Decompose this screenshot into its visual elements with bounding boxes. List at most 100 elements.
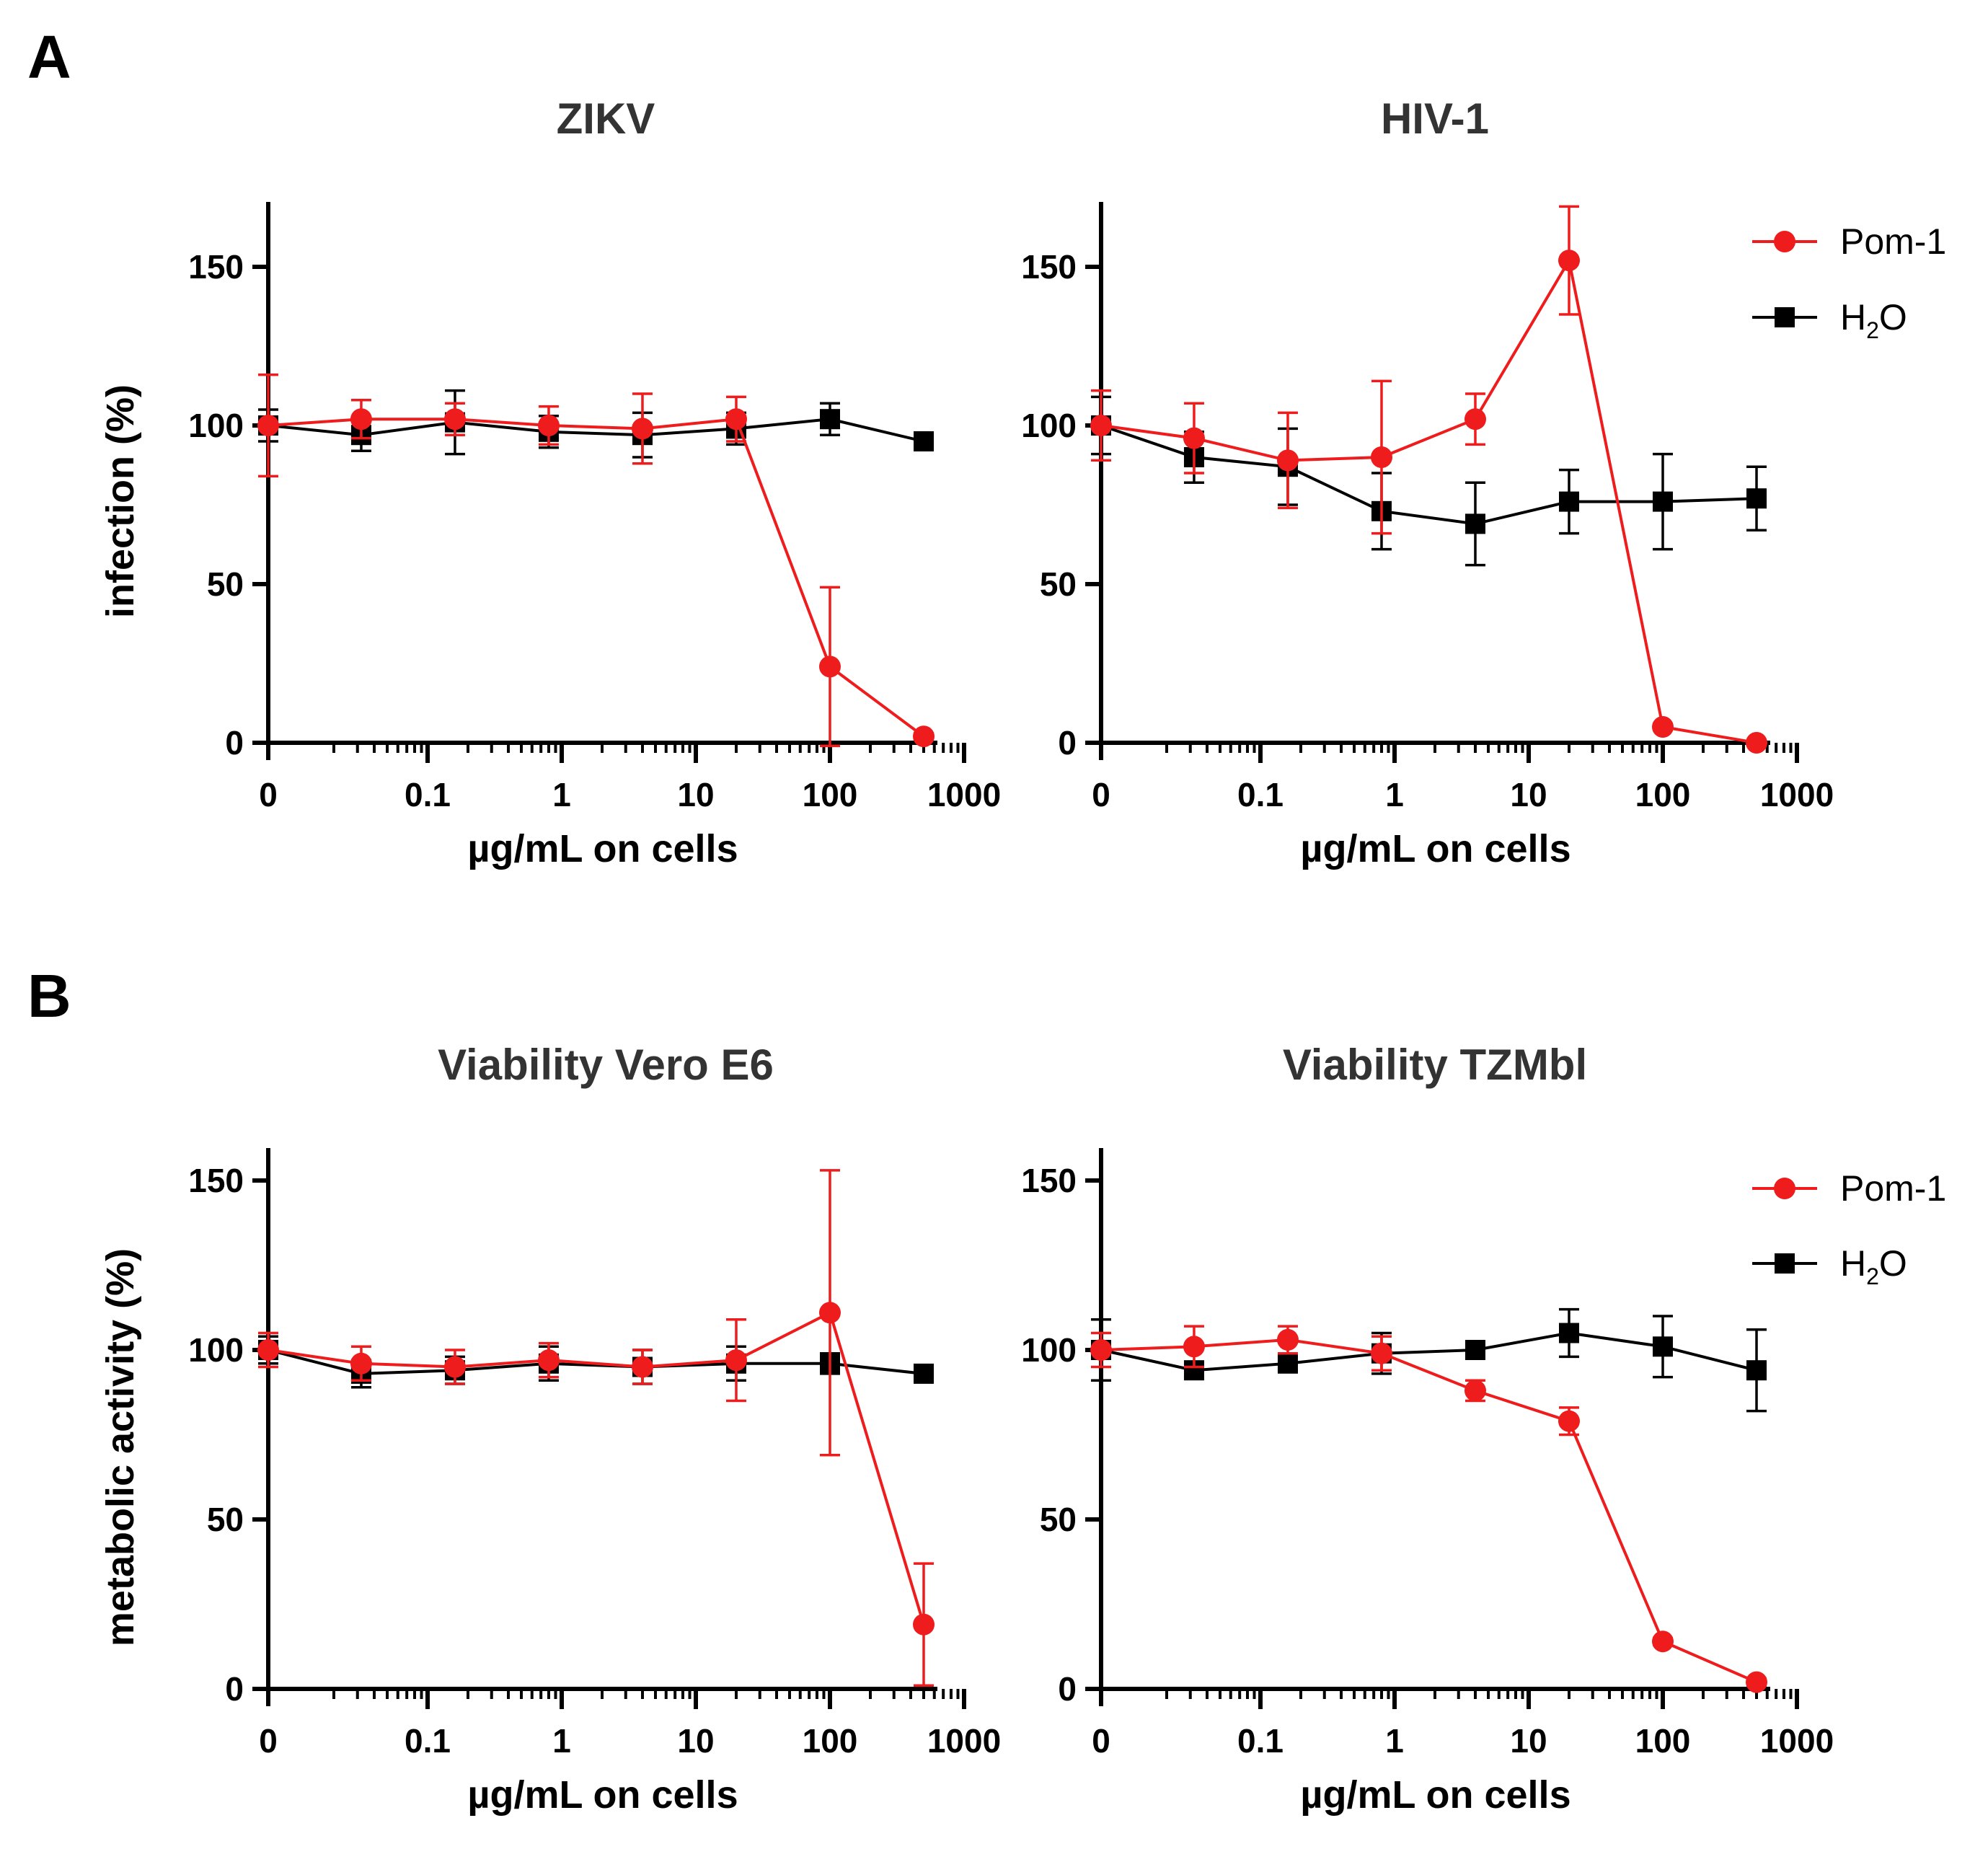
x-axis-label: µg/mL on cells bbox=[467, 1773, 738, 1817]
data-point bbox=[725, 408, 747, 431]
x-tick-label: 0.1 bbox=[405, 776, 451, 813]
series-line bbox=[268, 1310, 925, 1625]
data-point bbox=[1090, 1339, 1112, 1361]
x-tick-label: 1000 bbox=[927, 776, 1001, 813]
series-h2o bbox=[1091, 395, 1767, 567]
data-point bbox=[1746, 1671, 1768, 1693]
data-point bbox=[1746, 1360, 1767, 1381]
data-point bbox=[350, 408, 372, 431]
y-tick-label: 50 bbox=[1040, 1501, 1077, 1538]
chart-title: ZIKV bbox=[557, 94, 655, 143]
series-h2o bbox=[1091, 1307, 1767, 1413]
y-tick-label: 0 bbox=[225, 724, 244, 762]
x-tick-label: 100 bbox=[1635, 1722, 1691, 1760]
data-point bbox=[1746, 488, 1767, 509]
chart-hiv1: HIV-1 0 50 100 150 0 0.1 1 10 100 1000 µg/mL on cel… bbox=[1021, 94, 1946, 870]
series-line bbox=[1100, 1331, 1757, 1372]
x-tick-label: 100 bbox=[803, 776, 858, 813]
legend-label-h2o: H2O bbox=[1840, 297, 1907, 343]
x-tick-label: 1000 bbox=[1760, 1722, 1834, 1760]
x-tick-label: 100 bbox=[803, 1722, 858, 1760]
chart-viability-vero-e6: Viability Vero E6 0 50 100 150 0 0.1 1 10 100 1000… bbox=[99, 1041, 1001, 1817]
x-tick-label: 0 bbox=[259, 776, 278, 813]
y-tick-label: 100 bbox=[188, 1331, 244, 1369]
x-tick-label: 100 bbox=[1635, 776, 1691, 813]
data-point bbox=[819, 656, 841, 678]
data-point bbox=[631, 1356, 653, 1378]
y-tick-label: 150 bbox=[1021, 248, 1077, 286]
legend-marker-h2o bbox=[1775, 307, 1795, 327]
y-tick-label: 50 bbox=[207, 565, 244, 603]
y-tick-label: 0 bbox=[1058, 1670, 1077, 1708]
x-axis-label: µg/mL on cells bbox=[1300, 827, 1570, 870]
y-tick-label: 150 bbox=[188, 248, 244, 286]
y-tick-label: 50 bbox=[207, 1501, 244, 1538]
legend: Pom-1 H2O bbox=[1752, 221, 1946, 343]
x-tick-label: 1 bbox=[1385, 776, 1404, 813]
data-point bbox=[537, 1349, 560, 1372]
series-line bbox=[1100, 1338, 1757, 1684]
data-point bbox=[1464, 1380, 1486, 1402]
data-point bbox=[819, 1302, 841, 1324]
y-tick-label: 50 bbox=[1040, 565, 1077, 603]
x-tick-label: 0 bbox=[1092, 776, 1110, 813]
x-tick-label: 10 bbox=[1510, 1722, 1547, 1760]
chart-title: Viability TZMbl bbox=[1283, 1041, 1587, 1089]
legend-label-h2o-main: H bbox=[1840, 1243, 1866, 1284]
x-tick-label: 10 bbox=[1510, 776, 1547, 813]
legend-label-h2o: H2O bbox=[1840, 1243, 1907, 1289]
legend-marker-pom1 bbox=[1774, 231, 1795, 252]
x-axis-label: µg/mL on cells bbox=[467, 827, 738, 870]
y-tick-label: 100 bbox=[1021, 1331, 1077, 1369]
x-tick-label: 0.1 bbox=[1237, 1722, 1284, 1760]
series-pom1 bbox=[257, 373, 935, 748]
data-point bbox=[1558, 250, 1580, 272]
data-point bbox=[1652, 716, 1674, 738]
data-point bbox=[1370, 1342, 1392, 1364]
data-point bbox=[350, 1352, 372, 1374]
x-tick-label: 0 bbox=[1092, 1722, 1110, 1760]
panel-letter-a: A bbox=[27, 23, 71, 91]
data-point bbox=[257, 1339, 279, 1361]
legend-label-h2o-sub: 2 bbox=[1866, 1263, 1879, 1289]
data-point bbox=[914, 1363, 935, 1384]
x-axis-label: µg/mL on cells bbox=[1300, 1773, 1570, 1817]
x-tick-label: 1 bbox=[552, 1722, 571, 1760]
legend-label-pom1: Pom-1 bbox=[1840, 221, 1946, 262]
data-point bbox=[1558, 1410, 1580, 1432]
y-tick-label: 0 bbox=[1058, 724, 1077, 762]
y-tick-label: 100 bbox=[188, 407, 244, 444]
chart-title: Viability Vero E6 bbox=[438, 1041, 774, 1089]
y-tick-label: 0 bbox=[225, 1670, 244, 1708]
y-axis-label: metabolic activity (%) bbox=[99, 1248, 142, 1646]
data-point bbox=[1370, 446, 1392, 468]
data-point bbox=[443, 1356, 466, 1378]
data-point bbox=[1464, 408, 1486, 431]
x-tick-label: 1000 bbox=[1760, 776, 1834, 813]
x-tick-label: 0.1 bbox=[405, 1722, 451, 1760]
series-line bbox=[1100, 424, 1757, 526]
data-point bbox=[1090, 415, 1112, 436]
data-point bbox=[1558, 1323, 1579, 1343]
y-tick-label: 100 bbox=[1021, 407, 1077, 444]
legend-label-h2o-tail: O bbox=[1879, 1243, 1907, 1284]
legend: Pom-1 H2O bbox=[1752, 1168, 1946, 1289]
y-tick-label: 150 bbox=[1021, 1162, 1077, 1199]
data-point bbox=[1465, 513, 1485, 534]
y-tick-label: 150 bbox=[188, 1162, 244, 1199]
series-line bbox=[268, 1349, 924, 1375]
legend-label-pom1: Pom-1 bbox=[1840, 1168, 1946, 1209]
data-point bbox=[725, 1349, 747, 1372]
chart-zikv: ZIKV 0 50 100 150 0 0.1 1 10 100 1000 µg/mL on cell… bbox=[99, 94, 1001, 870]
data-point bbox=[1276, 449, 1299, 472]
data-point bbox=[914, 431, 935, 451]
panel-letter-b: B bbox=[27, 962, 71, 1030]
data-point bbox=[1653, 1336, 1673, 1357]
x-tick-label: 1000 bbox=[927, 1722, 1001, 1760]
x-tick-label: 1 bbox=[1385, 1722, 1404, 1760]
x-tick-label: 0.1 bbox=[1237, 776, 1284, 813]
data-point bbox=[1465, 1340, 1485, 1360]
data-point bbox=[1652, 1630, 1674, 1653]
data-point bbox=[1653, 491, 1673, 512]
